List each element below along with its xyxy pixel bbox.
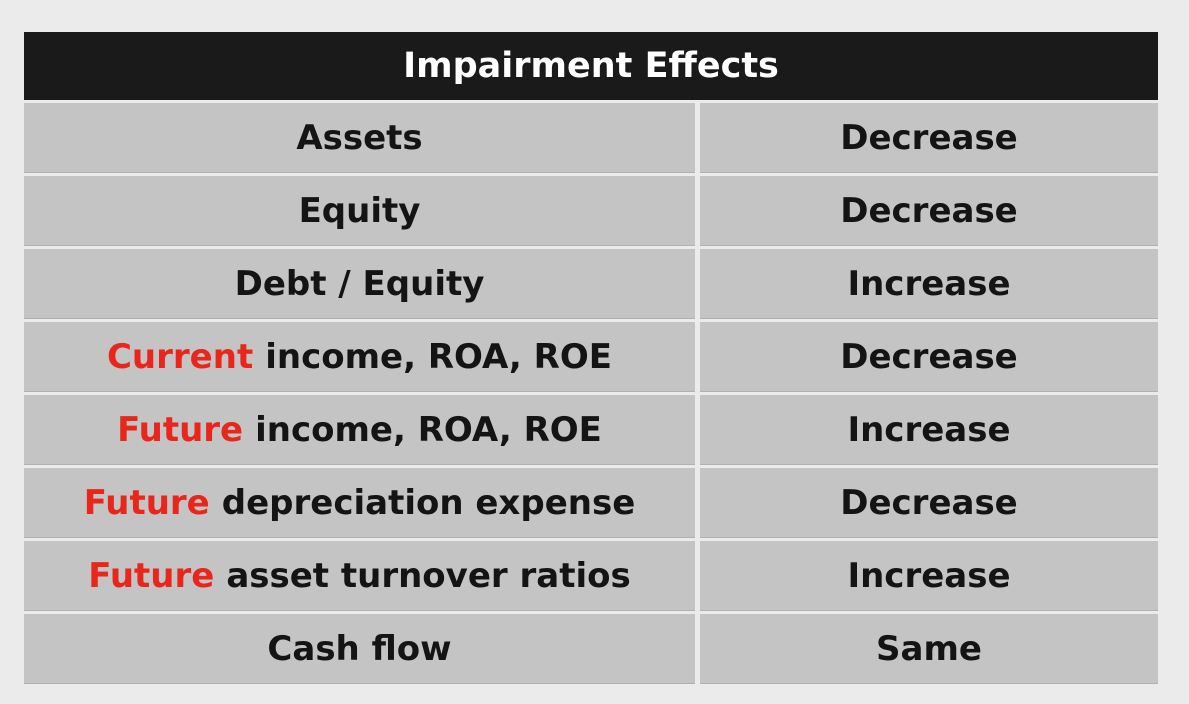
row-prefix-highlight: Current [106,337,254,377]
row-label-cell: Assets [24,103,695,173]
row-effect: Decrease [840,483,1018,523]
row-effect: Decrease [840,337,1018,377]
row-effect-cell: Decrease [700,468,1158,538]
table-row: Future income, ROA, ROE Increase [24,395,1158,465]
row-label: Debt / Equity [234,264,485,304]
row-effect: Decrease [840,118,1018,158]
row-label: income, ROA, ROE [255,410,602,450]
row-label: Equity [298,191,421,231]
row-effect-cell: Decrease [700,322,1158,392]
row-label: Cash flow [267,629,452,669]
row-label-cell: Equity [24,176,695,246]
row-prefix-highlight: Future [88,556,215,596]
row-label: asset turnover ratios [226,556,631,596]
row-effect: Increase [847,410,1011,450]
row-effect-cell: Increase [700,395,1158,465]
row-effect: Same [876,629,982,669]
row-label-cell: Future depreciation expense [24,468,695,538]
row-label-cell: Debt / Equity [24,249,695,319]
table-row: Assets Decrease [24,103,1158,173]
table-title: Impairment Effects [24,32,1158,100]
table-row: Future asset turnover ratios Increase [24,541,1158,611]
table-row: Future depreciation expense Decrease [24,468,1158,538]
row-effect-cell: Same [700,614,1158,684]
row-label: depreciation expense [221,483,636,523]
row-effect-cell: Increase [700,249,1158,319]
row-label: income, ROA, ROE [265,337,612,377]
row-prefix-highlight: Future [83,483,210,523]
row-effect: Increase [847,556,1011,596]
table-row: Debt / Equity Increase [24,249,1158,319]
row-label-cell: Current income, ROA, ROE [24,322,695,392]
row-label: Assets [296,118,423,158]
row-effect-cell: Decrease [700,103,1158,173]
table-row: Cash flow Same [24,614,1158,684]
row-label-cell: Future income, ROA, ROE [24,395,695,465]
row-label-cell: Cash flow [24,614,695,684]
row-effect-cell: Decrease [700,176,1158,246]
row-effect-cell: Increase [700,541,1158,611]
table-row: Equity Decrease [24,176,1158,246]
row-label-cell: Future asset turnover ratios [24,541,695,611]
row-effect: Decrease [840,191,1018,231]
row-prefix-highlight: Future [117,410,244,450]
row-effect: Increase [847,264,1011,304]
table-row: Current income, ROA, ROE Decrease [24,322,1158,392]
impairment-effects-table: Impairment Effects Assets Decrease Equit… [24,32,1158,684]
